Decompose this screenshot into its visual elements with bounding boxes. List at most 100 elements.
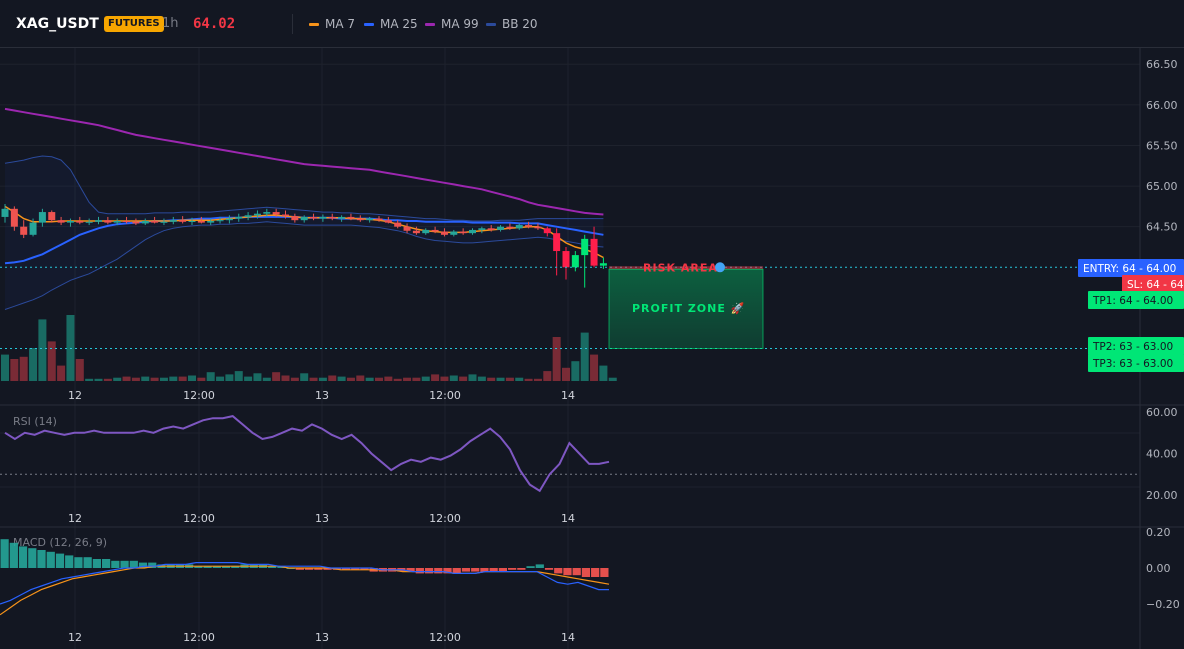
candle-body (497, 226, 505, 230)
legend-ma7[interactable]: MA 7 (309, 0, 355, 48)
macd-hist-bar (443, 568, 452, 574)
candle-body (85, 221, 93, 223)
volume-bar (393, 378, 402, 381)
bb-lower-line (4, 221, 604, 310)
candle (207, 218, 215, 226)
rsi-tick-label: 40.00 (1146, 448, 1178, 461)
volume-bar (590, 354, 599, 381)
price-tick-label: 66.50 (1146, 58, 1178, 71)
candle-body (29, 222, 37, 235)
time-tick-label: 12:00 (429, 631, 461, 644)
candle-body (506, 226, 514, 229)
volume-bar (496, 377, 505, 381)
candle (543, 226, 551, 237)
volume-bar (543, 371, 552, 381)
candle-body (20, 226, 28, 235)
candle (422, 228, 430, 235)
candle (225, 215, 233, 224)
price-label-bg (1078, 259, 1184, 277)
candle (328, 213, 336, 221)
macd-hist-bar (148, 562, 157, 568)
macd-hist-bar (480, 568, 489, 572)
candle (57, 216, 65, 226)
volume-bar (552, 337, 561, 381)
candle (123, 216, 131, 224)
symbol-name[interactable]: XAG_USDT (16, 16, 99, 32)
time-tick-label: 12 (68, 389, 82, 402)
candle-body (553, 233, 561, 252)
candle-body (319, 216, 327, 219)
candle-body (76, 220, 84, 223)
price-label-sl: SL: 64 - 64.00 (1122, 275, 1184, 293)
trade-zones: RISK AREA PROFIT ZONE 🚀 (0, 261, 1140, 350)
macd-hist-bar (203, 566, 212, 568)
volume-bar (272, 372, 281, 381)
volume-bar (290, 377, 299, 381)
bb20-swatch-icon (486, 23, 496, 26)
candle-body (375, 218, 383, 221)
rsi-title: RSI (14) (13, 415, 57, 428)
volume-bar (580, 332, 589, 381)
volume-bar (141, 376, 150, 381)
legend-ma99[interactable]: MA 99 (425, 0, 479, 48)
candles[interactable] (1, 203, 607, 288)
candle-body (225, 218, 233, 221)
price-label-bg (1088, 354, 1184, 372)
macd-hist-bar (471, 568, 480, 572)
volume-bar (505, 377, 514, 381)
price-label-bg (1122, 275, 1184, 293)
candle (104, 216, 112, 225)
volume-bar (253, 373, 262, 381)
volume-bar (188, 375, 196, 381)
macd-hist-bar (65, 555, 74, 568)
candle (10, 206, 18, 231)
candle-body (57, 220, 65, 223)
candle-body (478, 228, 486, 230)
legend-bb20[interactable]: BB 20 (486, 0, 538, 48)
macd-hist-bar (102, 559, 111, 568)
macd-hist-bar (18, 546, 28, 568)
volume-bar (515, 377, 524, 381)
volume-bar (216, 376, 225, 381)
macd-hist-bar (554, 568, 563, 574)
macd-hist-bar (572, 568, 581, 576)
candle (469, 228, 476, 235)
bb-fill (5, 156, 604, 310)
volume-bar (1, 354, 9, 381)
candle-body (562, 251, 570, 268)
candle-body (431, 229, 439, 232)
volume-bar (234, 371, 243, 381)
volume-bars (1, 315, 617, 381)
bb-upper-line (4, 155, 604, 222)
candle (76, 216, 84, 225)
volume-bar (412, 377, 421, 381)
volume-bar (318, 377, 327, 381)
macd-hist-bar (489, 568, 498, 572)
candle (300, 215, 308, 223)
candle (440, 228, 448, 237)
candle-body (282, 214, 289, 217)
candle-body (263, 212, 271, 214)
candle-body (347, 216, 355, 219)
candle-body (366, 218, 374, 221)
macd-hist-bar (9, 542, 18, 568)
macd-hist-bar (74, 557, 83, 568)
candle (571, 251, 579, 272)
candle (562, 246, 570, 280)
candle (581, 234, 589, 288)
candle-body (95, 220, 102, 222)
legend-ma7-label: MA 7 (325, 17, 356, 31)
candle-body (571, 255, 579, 268)
candle (29, 218, 37, 237)
timeframe-label[interactable]: 1h (162, 16, 179, 31)
macd-hist-bar (314, 568, 323, 570)
volume-bar (262, 377, 271, 381)
macd-hist-bar (0, 539, 9, 568)
price-label-bg (1088, 337, 1184, 355)
legend-ma25[interactable]: MA 25 (364, 0, 418, 48)
rsi-line (4, 415, 610, 493)
volume-bar (85, 378, 94, 381)
macd-hist-bar (535, 564, 544, 568)
volume-bar (431, 374, 440, 381)
